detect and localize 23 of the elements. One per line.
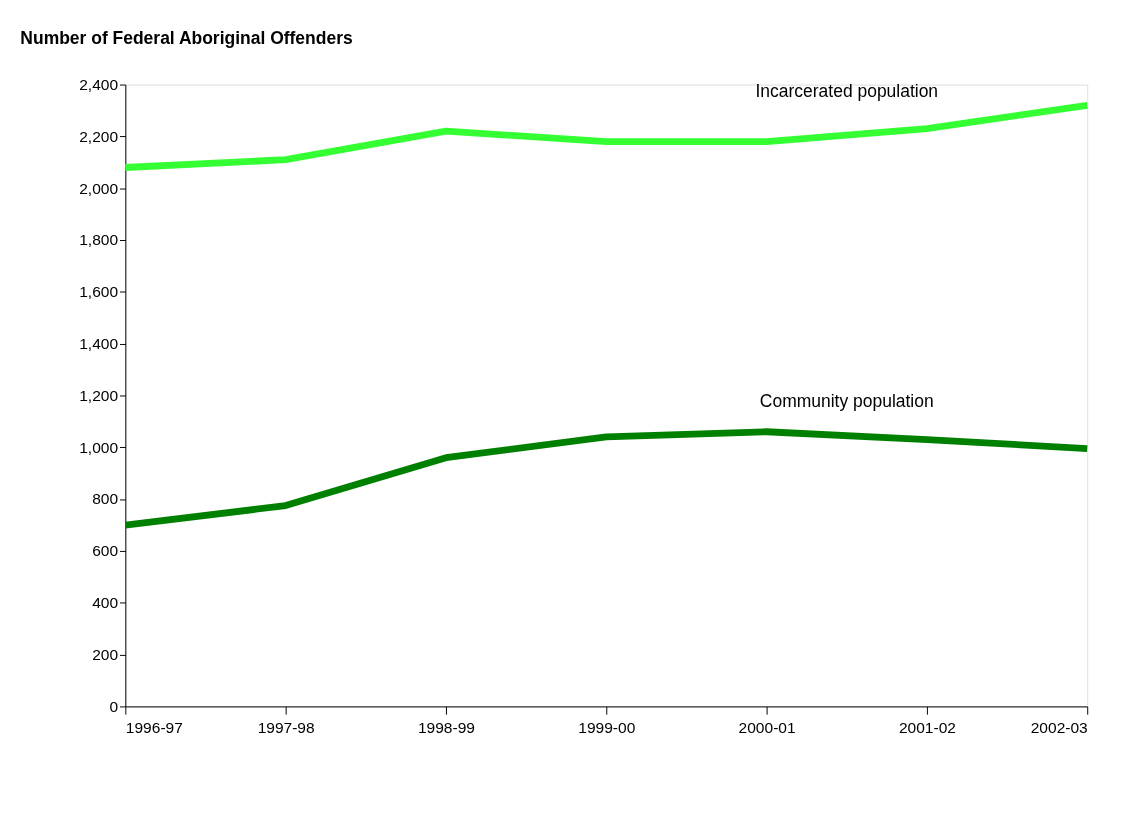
series-label: Incarcerated population xyxy=(755,80,939,101)
y-tick-label: 1,000 xyxy=(79,438,119,456)
x-tick-label: 1998-99 xyxy=(417,719,475,737)
x-tick-label: 2000-01 xyxy=(738,719,796,737)
y-tick-label: 200 xyxy=(92,645,119,663)
x-tick-label: 2001-02 xyxy=(898,719,956,737)
series-label: Community population xyxy=(759,391,934,412)
y-tick-label: 600 xyxy=(92,542,119,560)
y-tick-label: 0 xyxy=(109,697,119,715)
x-tick-label: 1996-97 xyxy=(125,719,183,737)
chart-title: Number of Federal Aboriginal Offenders xyxy=(20,27,353,48)
y-tick-label: 800 xyxy=(92,490,119,508)
x-tick-label: 1999-00 xyxy=(578,719,636,737)
y-tick-label: 1,200 xyxy=(79,386,119,404)
y-tick-label: 2,000 xyxy=(79,179,119,197)
y-tick-label: 1,600 xyxy=(79,283,119,301)
x-tick-label: 2002-03 xyxy=(1030,719,1088,737)
x-tick-label: 1997-98 xyxy=(257,719,315,737)
y-tick-label: 400 xyxy=(92,594,119,612)
y-tick-label: 1,800 xyxy=(79,231,119,249)
y-tick-label: 2,200 xyxy=(79,127,119,145)
y-tick-label: 2,400 xyxy=(79,75,119,93)
y-tick-label: 1,400 xyxy=(79,335,119,353)
